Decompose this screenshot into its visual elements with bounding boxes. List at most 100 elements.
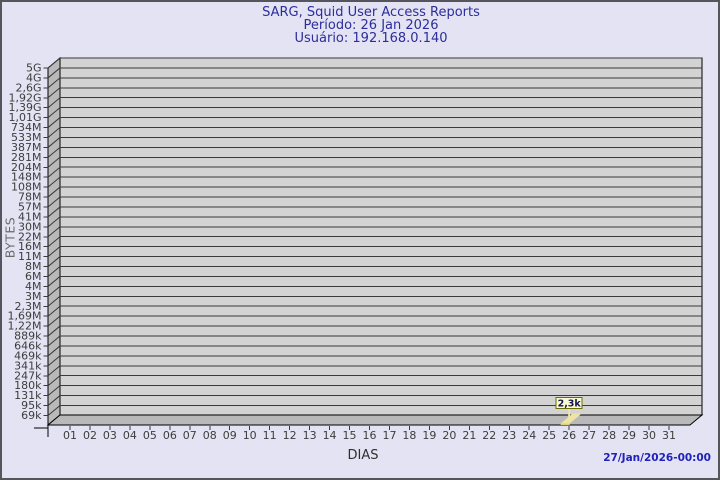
x-tick-label: 08 xyxy=(203,429,217,442)
y-tick-label: 2,3M xyxy=(15,300,42,313)
x-tick-label: 13 xyxy=(303,429,317,442)
y-tick-label: 387M xyxy=(11,141,42,154)
wall-gridline xyxy=(47,315,61,327)
x-tick-label: 25 xyxy=(542,429,556,442)
x-tick-label: 31 xyxy=(662,429,676,442)
chart-period: Período: 26 Jan 2026 xyxy=(303,18,439,33)
x-tick-label: 17 xyxy=(382,429,396,442)
wall-gridline xyxy=(47,216,61,228)
wall-gridline xyxy=(47,256,61,267)
y-tick-label: 646k xyxy=(14,340,42,353)
wall-gridline xyxy=(47,236,61,248)
wall-gridline xyxy=(47,107,61,119)
y-tick-label: 16M xyxy=(18,240,42,253)
x-tick-label: 20 xyxy=(442,429,456,442)
x-tick-label: 14 xyxy=(323,429,337,442)
x-axis-title: DIAS xyxy=(347,448,379,463)
y-tick-label: 281M xyxy=(11,151,42,164)
x-tick-label: 10 xyxy=(243,429,257,442)
x-tick-label: 23 xyxy=(502,429,516,442)
y-tick-label: 78M xyxy=(18,191,42,204)
x-tick-label: 21 xyxy=(462,429,476,442)
x-tick-label: 18 xyxy=(402,429,416,442)
wall-gridline xyxy=(47,266,61,277)
wall-gridline xyxy=(47,285,61,297)
annotation-label: 2,3k xyxy=(558,398,582,409)
bar-front-face xyxy=(560,423,570,425)
wall-gridline xyxy=(47,305,61,317)
y-tick-label: 469k xyxy=(14,349,42,362)
x-tick-label: 26 xyxy=(562,429,576,442)
y-tick-label: 4G xyxy=(26,71,42,84)
y-tick-label: 108M xyxy=(11,181,42,194)
x-tick-label: 04 xyxy=(123,429,137,442)
y-tick-label: 1,22M xyxy=(8,320,42,333)
y-tick-label: 95k xyxy=(21,399,42,412)
wall-gridline xyxy=(47,57,61,69)
y-tick-label: 3M xyxy=(25,290,42,303)
y-tick-label: 131k xyxy=(14,389,42,402)
chart-header: SARG, Squid User Access Reports Período:… xyxy=(22,6,720,45)
x-tick-label: 28 xyxy=(602,429,616,442)
y-tick-label: 4M xyxy=(25,280,42,293)
wall-gridline xyxy=(47,87,61,99)
wall-gridline xyxy=(47,385,61,397)
wall-gridline xyxy=(47,176,61,188)
wall-gridline xyxy=(47,226,61,238)
x-tick-label: 07 xyxy=(183,429,197,442)
y-tick-label: 30M xyxy=(18,220,42,233)
wall-gridline xyxy=(47,335,61,347)
wall-gridline xyxy=(47,355,61,367)
y-tick-label: 11M xyxy=(18,250,42,263)
y-tick-label: 41M xyxy=(18,210,42,223)
x-tick-label: 27 xyxy=(582,429,596,442)
y-axis-title: BYTES xyxy=(2,216,18,259)
floor xyxy=(46,414,704,426)
y-tick-label: 341k xyxy=(14,359,42,372)
y-tick-label: 22M xyxy=(18,230,42,243)
wall-gridline xyxy=(47,146,61,158)
y-tick-label: 69k xyxy=(21,409,42,422)
wall-gridline xyxy=(47,156,61,168)
wall-gridline xyxy=(47,196,61,208)
x-tick-label: 05 xyxy=(143,429,157,442)
wall-gridline xyxy=(47,325,61,337)
x-tick-label: 09 xyxy=(223,429,237,442)
wall-gridline xyxy=(47,166,61,178)
wall-gridline xyxy=(47,77,61,89)
y-tick-label: 2,6G xyxy=(15,81,41,94)
x-tick-label: 02 xyxy=(83,429,97,442)
wall-gridline xyxy=(47,97,61,109)
annotation-box xyxy=(555,397,583,409)
y-tick-label: 734M xyxy=(11,121,42,134)
wall-gridline xyxy=(47,345,61,357)
wall-gridline xyxy=(47,276,61,287)
y-tick-label: 1,69M xyxy=(8,310,42,323)
y-tick-label: 180k xyxy=(14,379,42,392)
x-tick-label: 24 xyxy=(522,429,536,442)
y-tick-label: 5G xyxy=(26,62,42,75)
x-tick-label: 30 xyxy=(642,429,656,442)
generation-timestamp: 27/Jan/2026-00:00 xyxy=(603,452,711,464)
x-tick-label: 29 xyxy=(622,429,636,442)
x-tick-label: 15 xyxy=(343,429,357,442)
wall-gridline xyxy=(47,375,61,387)
y-tick-label: 889k xyxy=(14,330,42,343)
wall-gridline xyxy=(47,295,61,307)
bar-day-26 xyxy=(560,413,582,424)
chart-user: Usuário: 192.168.0.140 xyxy=(294,31,448,46)
wall-gridline xyxy=(47,405,61,416)
chart-title: SARG, Squid User Access Reports xyxy=(262,5,480,20)
wall-gridline xyxy=(47,117,61,128)
x-tick-label: 06 xyxy=(163,429,177,442)
wall-gridline xyxy=(47,137,61,148)
x-tick-label: 03 xyxy=(103,429,117,442)
wall-gridline xyxy=(47,67,61,79)
x-tick-label: 11 xyxy=(263,429,277,442)
wall-gridline xyxy=(47,186,61,198)
wall-gridline xyxy=(47,365,61,377)
y-tick-label: 533M xyxy=(11,131,42,144)
wall-gridline xyxy=(47,127,61,138)
